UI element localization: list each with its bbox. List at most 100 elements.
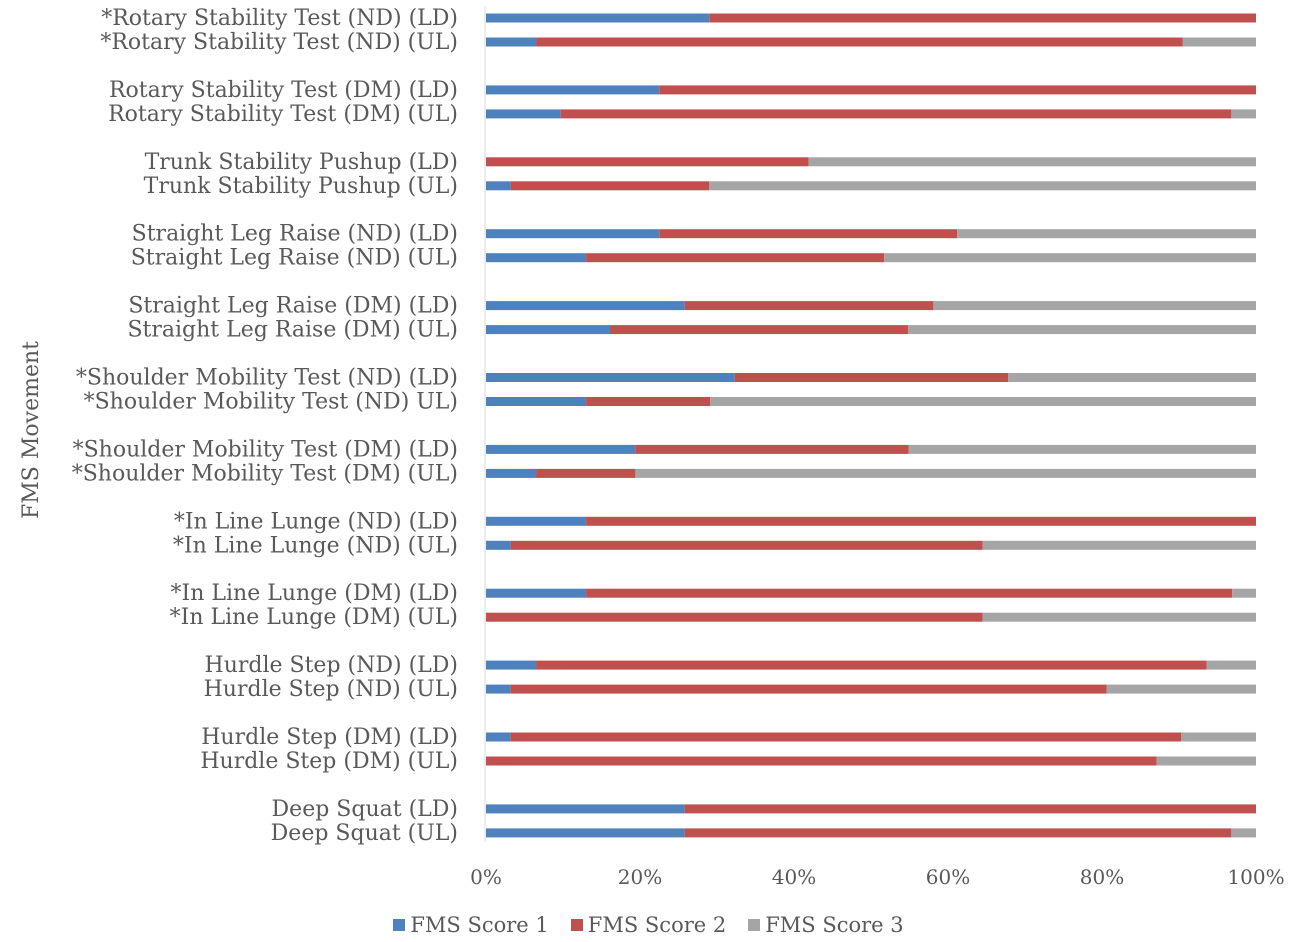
- bar-segment-score-2: [684, 804, 1256, 814]
- bar-segment-score-3: [710, 397, 1256, 406]
- category-label: Straight Leg Raise (ND) (LD): [132, 222, 458, 247]
- bar-segment-score-2: [684, 301, 934, 311]
- bar-segment-score-1: [486, 229, 660, 239]
- bar-segment-score-1: [486, 181, 511, 191]
- bar-segment-score-2: [659, 85, 1256, 95]
- category-label: *Shoulder Mobility Test (DM) (UL): [72, 461, 458, 486]
- bar-segment-score-2: [609, 325, 908, 335]
- category-label: *Shoulder Mobility Test (ND) (LD): [76, 366, 458, 391]
- bar-segment-score-2: [510, 540, 983, 550]
- bar-segment-score-3: [908, 444, 1256, 454]
- category-label: Hurdle Step (DM) (UL): [200, 749, 458, 774]
- legend-label: FMS Score 3: [765, 913, 904, 937]
- bar-segment-score-2: [684, 828, 1232, 838]
- bar-segment-score-1: [486, 397, 587, 406]
- bar-segment-score-3: [1231, 109, 1256, 119]
- category-label: *Rotary Stability Test (ND) (LD): [101, 6, 458, 31]
- category-label: Hurdle Step (ND) (LD): [205, 653, 458, 678]
- bar-segment-score-1: [486, 325, 610, 335]
- bar-segment-score-1: [486, 732, 511, 742]
- bar-segment-score-1: [486, 444, 636, 454]
- bar-segment-score-1: [486, 588, 587, 598]
- bar-segment-score-3: [1232, 588, 1256, 598]
- bar-segment-score-1: [486, 804, 685, 814]
- bar-segment-score-2: [486, 756, 1157, 766]
- bar-segment-score-3: [808, 157, 1256, 167]
- bar-segment-score-2: [586, 516, 1256, 526]
- category-label: Straight Leg Raise (ND) (UL): [131, 246, 458, 271]
- bar-segment-score-3: [709, 181, 1256, 191]
- legend-swatch: [570, 919, 583, 931]
- x-tick-label: 20%: [618, 865, 662, 889]
- bar-segment-score-2: [586, 253, 885, 263]
- bar-segment-score-3: [982, 612, 1256, 622]
- bar-segment-score-2: [560, 109, 1232, 119]
- bar-segment-score-2: [486, 157, 809, 167]
- category-label: Rotary Stability Test (DM) (LD): [109, 78, 458, 103]
- category-label: *In Line Lunge (ND) (UL): [173, 533, 458, 558]
- category-label: *In Line Lunge (DM) (LD): [171, 581, 458, 606]
- category-label: Hurdle Step (ND) (UL): [204, 677, 458, 702]
- bar-segment-score-1: [486, 301, 685, 311]
- bar-segment-score-3: [635, 468, 1256, 478]
- category-label: Hurdle Step (DM) (LD): [201, 725, 458, 750]
- bar-segment-score-1: [486, 373, 735, 382]
- bar-segment-score-2: [536, 468, 636, 478]
- category-label: Rotary Stability Test (DM) (UL): [108, 102, 458, 127]
- bar-segment-score-3: [933, 301, 1256, 311]
- category-label: *Shoulder Mobility Test (ND) UL): [84, 390, 458, 415]
- bar-segment-score-2: [510, 181, 710, 191]
- category-label: *In Line Lunge (DM) (UL): [170, 605, 458, 630]
- x-tick-label: 40%: [772, 865, 816, 889]
- bar-segment-score-3: [1156, 756, 1256, 766]
- legend-item: FMS Score 3: [748, 913, 904, 937]
- x-tick-label: 60%: [926, 865, 970, 889]
- legend-swatch: [393, 919, 406, 931]
- bar-segment-score-1: [486, 516, 587, 526]
- bar-segment-score-2: [510, 684, 1107, 694]
- legend-label: FMS Score 2: [587, 913, 727, 937]
- bar-segment-score-1: [486, 828, 685, 838]
- bar-segment-score-2: [586, 588, 1233, 598]
- category-label: Straight Leg Raise (DM) (LD): [128, 294, 458, 319]
- bar-segment-score-3: [1206, 660, 1256, 670]
- legend-item: FMS Score 1: [393, 913, 549, 937]
- category-label: Trunk Stability Pushup (LD): [145, 150, 458, 175]
- x-tick-label: 100%: [1227, 865, 1284, 889]
- bar-segment-score-2: [659, 229, 958, 239]
- bar-segment-score-1: [486, 253, 587, 263]
- bar-segment-score-3: [1181, 732, 1256, 742]
- bars: [486, 13, 1256, 838]
- bar-segment-score-2: [510, 732, 1182, 742]
- bar-segment-score-1: [486, 13, 710, 23]
- bar-segment-score-3: [1231, 828, 1256, 838]
- bar-segment-score-1: [486, 37, 537, 47]
- bar-segment-score-1: [486, 85, 660, 95]
- category-label: Deep Squat (UL): [271, 821, 458, 846]
- bar-segment-score-3: [884, 253, 1256, 263]
- bar-segment-score-3: [1182, 37, 1256, 47]
- category-label: *Shoulder Mobility Test (DM) (LD): [73, 437, 458, 462]
- legend-item: FMS Score 2: [570, 913, 727, 937]
- bar-segment-score-2: [586, 397, 711, 406]
- bar-segment-score-3: [957, 229, 1256, 239]
- bar-segment-score-3: [907, 325, 1256, 335]
- bar-segment-score-3: [1106, 684, 1256, 694]
- bar-segment-score-3: [982, 540, 1256, 550]
- category-labels: *Rotary Stability Test (ND) (LD)*Rotary …: [72, 6, 458, 846]
- x-tick-label: 0%: [470, 865, 502, 889]
- bar-segment-score-1: [486, 109, 561, 119]
- bar-segment-score-2: [635, 444, 909, 454]
- category-label: *Rotary Stability Test (ND) (UL): [100, 30, 458, 55]
- bar-segment-score-3: [1008, 373, 1256, 382]
- y-axis-title: FMS Movement: [19, 341, 44, 519]
- category-label: Trunk Stability Pushup (UL): [144, 174, 458, 199]
- bar-segment-score-1: [486, 684, 511, 694]
- bar-segment-score-2: [709, 13, 1256, 23]
- legend-swatch: [748, 919, 761, 931]
- legend: FMS Score 1 FMS Score 2 FMS Score 3: [0, 913, 1297, 937]
- x-tick-labels: 0% 20% 40% 60% 80% 100%: [470, 865, 1284, 889]
- bar-segment-score-1: [486, 468, 537, 478]
- x-tick-label: 80%: [1080, 865, 1124, 889]
